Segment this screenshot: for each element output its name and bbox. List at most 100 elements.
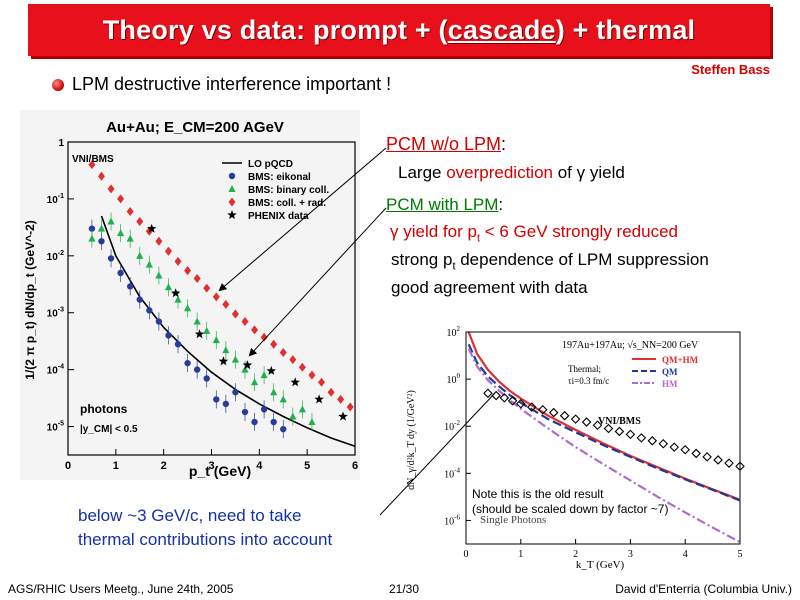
point-triangle [222,346,230,354]
point-vni-bms [516,398,526,409]
footer-page: 21/30 [388,582,420,596]
point-triangle [231,355,240,363]
right-chart-xlabel: k_T (GeV) [576,559,625,570]
pcm-with-lpm-heading: PCM with LPM: [386,195,504,214]
point-triangle [164,283,173,291]
point-diamond [155,236,163,246]
note-line1: Note this is the old result [472,487,604,501]
point-triangle [298,405,306,413]
bullet-text: LPM destructive interference important ! [72,74,392,94]
point-star [242,360,253,370]
footer-right: David d'Enterria (Columbia Univ.) [615,582,792,596]
right-legend-entry: QM [662,367,678,377]
point-circle [280,425,287,433]
right-legend-entry: QM+HM [662,355,699,365]
left-y-tick-label: 10-5 [47,421,64,434]
point-triangle [308,418,316,426]
right-x-tick-label: 2 [573,549,578,560]
bullet-icon [52,78,64,91]
right-y-tick-label: 10-6 [444,513,460,527]
author-label: Steffen Bass [691,62,770,77]
point-circle [107,255,115,262]
point-circle [251,418,258,426]
point-diamond [327,387,335,397]
point-vni-bms [658,438,669,449]
left-chart-xlabel: p_t (GeV) [189,463,251,479]
right-chart-title: 197Au+197Au; √s_NN=200 GeV [562,340,699,351]
point-triangle [193,317,201,325]
left-x-tick-label: 6 [352,460,358,472]
point-circle [88,225,96,232]
point-triangle [289,412,297,420]
point-circle [184,359,191,367]
point-diamond [318,377,326,387]
point-circle [241,408,249,416]
point-triangle [183,304,192,312]
point-triangle [279,395,287,403]
left-x-tick-label: 0 [65,460,71,472]
left-chart-title: Au+Au; E_CM=200 AGeV [106,119,284,136]
series-qm-hm-line [467,331,741,501]
point-triangle [174,295,182,303]
right-chart-tau-label: τi=0.3 fm/c [568,376,609,386]
right-x-tick-label: 3 [628,549,633,560]
point-circle [213,396,220,403]
point-vni-bms [724,458,734,468]
footer-left: AGS/RHIC Users Meetg., June 24th, 2005 [8,582,234,596]
good-agreement: good agreement with data [391,278,588,297]
right-chart-thermal-label: Thermal; [568,364,601,374]
right-chart: 0 1 2 3 4 5 102 100 10-2 10-4 10-6 QM+HM QM HM 197Au… [406,325,745,570]
right-chart-single-photons: Single Photons [480,514,546,526]
point-diamond [203,283,211,293]
point-diamond [136,217,144,227]
point-vni-bms [614,426,625,437]
point-vni-bms [735,461,745,472]
point-vni-bms [702,452,712,462]
legend-entry: LO pQCD [248,159,293,170]
right-y-tick-label: 102 [447,325,461,339]
point-star [147,223,157,233]
right-x-tick-label: 4 [683,549,688,560]
point-circle [126,283,134,290]
point-circle [232,389,239,396]
point-star [194,329,205,339]
point-vni-bms [507,396,518,406]
legend-entry: BMS: eikonal [248,172,311,183]
left-y-tick-label: 10-2 [47,250,64,263]
right-y-tick-label: 10-2 [444,419,460,433]
point-diamond [308,370,316,380]
point-vni-bms [559,410,570,421]
point-diamond [346,402,354,412]
left-x-tick-label: 2 [161,460,167,472]
left-x-tick-label: 1 [113,460,119,472]
point-star [218,356,229,366]
title-cascade: cascade [447,14,556,45]
right-x-tick-label: 5 [738,549,743,560]
point-circle [146,307,153,314]
point-vni-bms [680,444,690,455]
left-chart-ylabel: 1/(2 π p_t) dN/dp_t (GeV^-2) [23,220,37,380]
point-star [338,411,348,421]
point-triangle [117,229,125,237]
series-lo-pqcd-line [100,215,356,448]
point-triangle [97,224,106,232]
point-circle [203,375,210,382]
legend-entry: PHENIX data [248,211,309,222]
point-diamond [298,362,306,372]
right-x-tick-label: 1 [518,549,523,560]
point-circle [222,400,230,408]
note-line2: (should be scaled down by factor ~7) [472,502,669,516]
point-triangle [212,336,220,344]
point-vni-bms [647,436,658,446]
point-triangle [203,326,211,334]
point-vni-bms [625,429,636,440]
point-diamond [184,266,192,276]
point-diamond [117,194,125,204]
point-triangle [107,217,115,225]
legend-entry: BMS: coll. + rad. [248,198,326,209]
point-circle [98,238,105,245]
right-y-tick-label: 100 [447,372,461,386]
strong-pt-dependence: strong pt dependence of LPM suppression [391,250,709,273]
left-y-tick-label: 1 [58,138,64,149]
point-triangle [126,234,134,242]
